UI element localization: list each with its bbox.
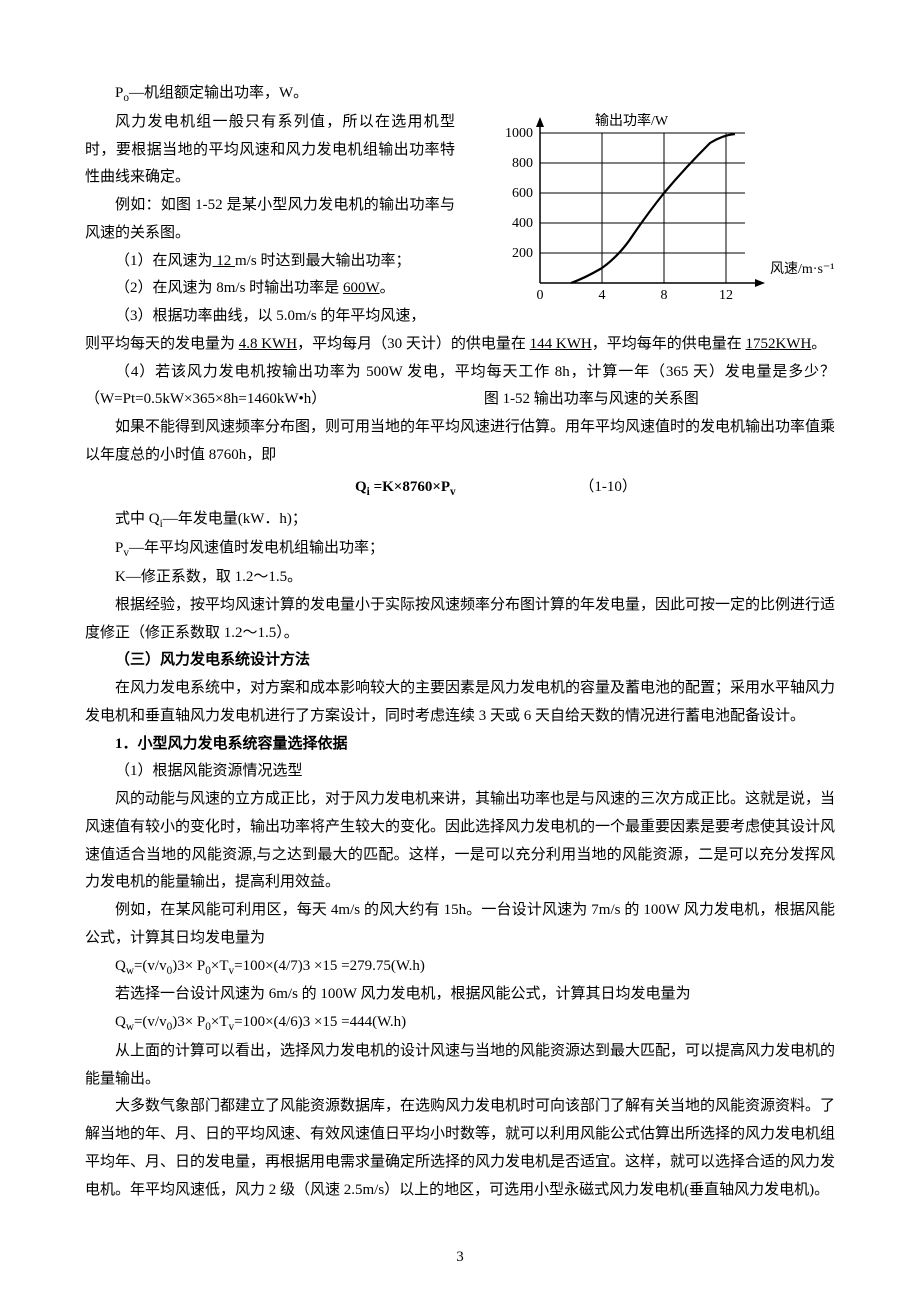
text: )3× P — [172, 958, 205, 974]
text-line: 大多数气象部门都建立了风能资源数据库，在选购风力发电机时可向该部门了解有关当地的… — [85, 1093, 835, 1204]
subscript: v — [450, 486, 456, 498]
equation: Qi =K×8760×Pv （1-10） — [85, 474, 835, 503]
text: =100×(4/7)3 ×15 =279.75(W.h) — [234, 958, 425, 974]
text: =(v/v — [134, 958, 167, 974]
text: —年发电量(kW．h)； — [163, 511, 307, 527]
section-heading: （三）风力发电系统设计方法 — [85, 647, 835, 675]
svg-text:400: 400 — [512, 216, 533, 231]
y-axis-label: 输出功率/W — [595, 113, 669, 129]
spacer — [319, 391, 484, 407]
underlined-value: 12 — [213, 253, 236, 269]
underlined-value: 4.8 KWH — [239, 336, 297, 352]
text: —机组额定输出功率，W。 — [129, 85, 308, 101]
svg-text:8: 8 — [661, 288, 668, 303]
text: ×T — [211, 958, 229, 974]
text-line: （1）根据风能资源情况选型 — [85, 758, 835, 786]
text: 。 — [380, 280, 395, 296]
svg-text:200: 200 — [512, 246, 533, 261]
svg-text:600: 600 — [512, 186, 533, 201]
text: ×T — [211, 1014, 229, 1030]
text: 。 — [811, 336, 826, 352]
formula-line: Qw=(v/v0)3× P0×Tv=100×(4/6)3 ×15 =444(W.… — [85, 1009, 835, 1038]
text: )3× P — [172, 1014, 205, 1030]
text: ，平均每年的供电量在 — [592, 336, 746, 352]
text-line: 根据经验，按平均风速计算的发电量小于实际按风速频率分布图计算的年发电量，因此可按… — [85, 592, 835, 648]
page-number: 3 — [85, 1244, 835, 1272]
text-line: 若选择一台设计风速为 6m/s 的 100W 风力发电机，根据风能公式，计算其日… — [85, 981, 835, 1009]
formula-line: Qw=(v/v0)3× P0×Tv=100×(4/7)3 ×15 =279.75… — [85, 953, 835, 982]
figure-caption: 图 1-52 输出功率与风速的关系图 — [484, 391, 699, 407]
text-line: 在风力发电系统中，对方案和成本影响较大的主要因素是风力发电机的容量及蓄电池的配置… — [85, 675, 835, 731]
text: Q — [355, 479, 367, 495]
underlined-value: 600W — [343, 280, 380, 296]
text-line: （4）若该风力发电机按输出功率为 500W 发电，平均每天工作 8h，计算一年（… — [85, 359, 835, 415]
text-line: K—修正系数，取 1.2～1.5。 — [85, 564, 835, 592]
power-curve-chart: 输出功率/W 1000 8 — [465, 113, 835, 308]
x-axis-label: 风速/m·s⁻¹ — [770, 261, 834, 277]
text: —年平均风速值时发电机组输出功率； — [129, 540, 384, 556]
text: Q — [115, 958, 126, 974]
svg-text:4: 4 — [599, 288, 606, 303]
svg-text:12: 12 — [719, 288, 733, 303]
text-line: 风的动能与风速的立方成正比，对于风力发电机来讲，其输出功率也是与风速的三次方成正… — [85, 786, 835, 897]
underlined-value: 144 KWH — [530, 336, 592, 352]
text-line: 如果不能得到风速频率分布图，则可用当地的年平均风速进行估算。用年平均风速值时的发… — [85, 414, 835, 470]
text: （1）在风速为 — [115, 253, 213, 269]
text: （2）在风速为 8m/s 时输出功率是 — [115, 280, 343, 296]
subscript: w — [126, 1021, 134, 1033]
subsection-heading: 1．小型风力发电系统容量选择依据 — [85, 731, 835, 759]
text-line: 则平均每天的发电量为 4.8 KWH，平均每月（30 天计）的供电量在 144 … — [85, 331, 835, 359]
document-page: Po—机组额定输出功率，W。 输出功率/W — [0, 0, 920, 1312]
svg-text:0: 0 — [537, 288, 544, 303]
text: 则平均每天的发电量为 — [85, 336, 239, 352]
text-line: Pv—年平均风速值时发电机组输出功率； — [85, 535, 835, 564]
text: =(v/v — [134, 1014, 167, 1030]
chart-svg: 输出功率/W 1000 8 — [465, 113, 835, 308]
text: m/s 时达到最大输出功率； — [235, 253, 410, 269]
text-line: Po—机组额定输出功率，W。 — [85, 80, 835, 109]
text-line: 从上面的计算可以看出，选择风力发电机的设计风速与当地的风能资源达到最大匹配，可以… — [85, 1038, 835, 1094]
underlined-value: 1752KWH — [745, 336, 811, 352]
text-line: 例如，在某风能可利用区，每天 4m/s 的风大约有 15h。一台设计风速为 7m… — [85, 897, 835, 953]
text: 式中 Q — [115, 511, 160, 527]
svg-text:1000: 1000 — [505, 126, 533, 141]
text: =100×(4/6)3 ×15 =444(W.h) — [234, 1014, 406, 1030]
subscript: w — [126, 965, 134, 977]
text-line: 式中 Qi—年发电量(kW．h)； — [85, 506, 835, 535]
text: Q — [115, 1014, 126, 1030]
svg-text:800: 800 — [512, 156, 533, 171]
text: ，平均每月（30 天计）的供电量在 — [297, 336, 530, 352]
text: =K×8760×P — [370, 479, 450, 495]
equation-number: （1-10） — [579, 474, 637, 502]
